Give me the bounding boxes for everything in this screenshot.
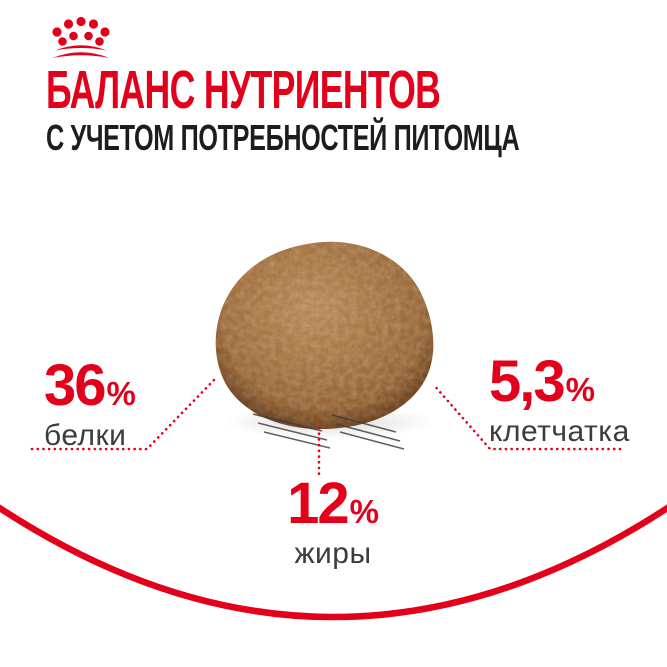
fiber-value: 5,3% [489, 353, 630, 411]
protein-number: 36 [44, 353, 106, 418]
percent-sign: % [565, 371, 595, 408]
royal-canin-crown-icon [52, 16, 110, 58]
fat-label: жиры [294, 537, 372, 570]
nutrient-callout-fiber: 5,3% клетчатка [489, 353, 630, 447]
kibble-photo [215, 241, 434, 430]
page-title: БАЛАНС НУТРИЕНТОВ [46, 63, 643, 117]
fiber-label: клетчатка [489, 415, 630, 448]
protein-value: 36% [44, 357, 136, 415]
protein-label: белки [44, 419, 127, 452]
page-title-text: БАЛАНС НУТРИЕНТОВ [46, 60, 441, 120]
nutrient-callout-proteins: 36% белки [44, 357, 136, 451]
nutrient-callout-fats: 12% жиры [233, 475, 433, 569]
percent-sign: % [106, 375, 136, 412]
fiber-number: 5,3 [489, 349, 566, 414]
percent-sign: % [349, 493, 379, 530]
page-subtitle-text: С УЧЕТОМ ПОТРЕБНОСТЕЙ ПИТОМЦА [46, 117, 520, 158]
fat-value: 12% [233, 475, 433, 533]
page-subtitle: С УЧЕТОМ ПОТРЕБНОСТЕЙ ПИТОМЦА [46, 120, 667, 156]
fat-number: 12 [287, 471, 349, 536]
